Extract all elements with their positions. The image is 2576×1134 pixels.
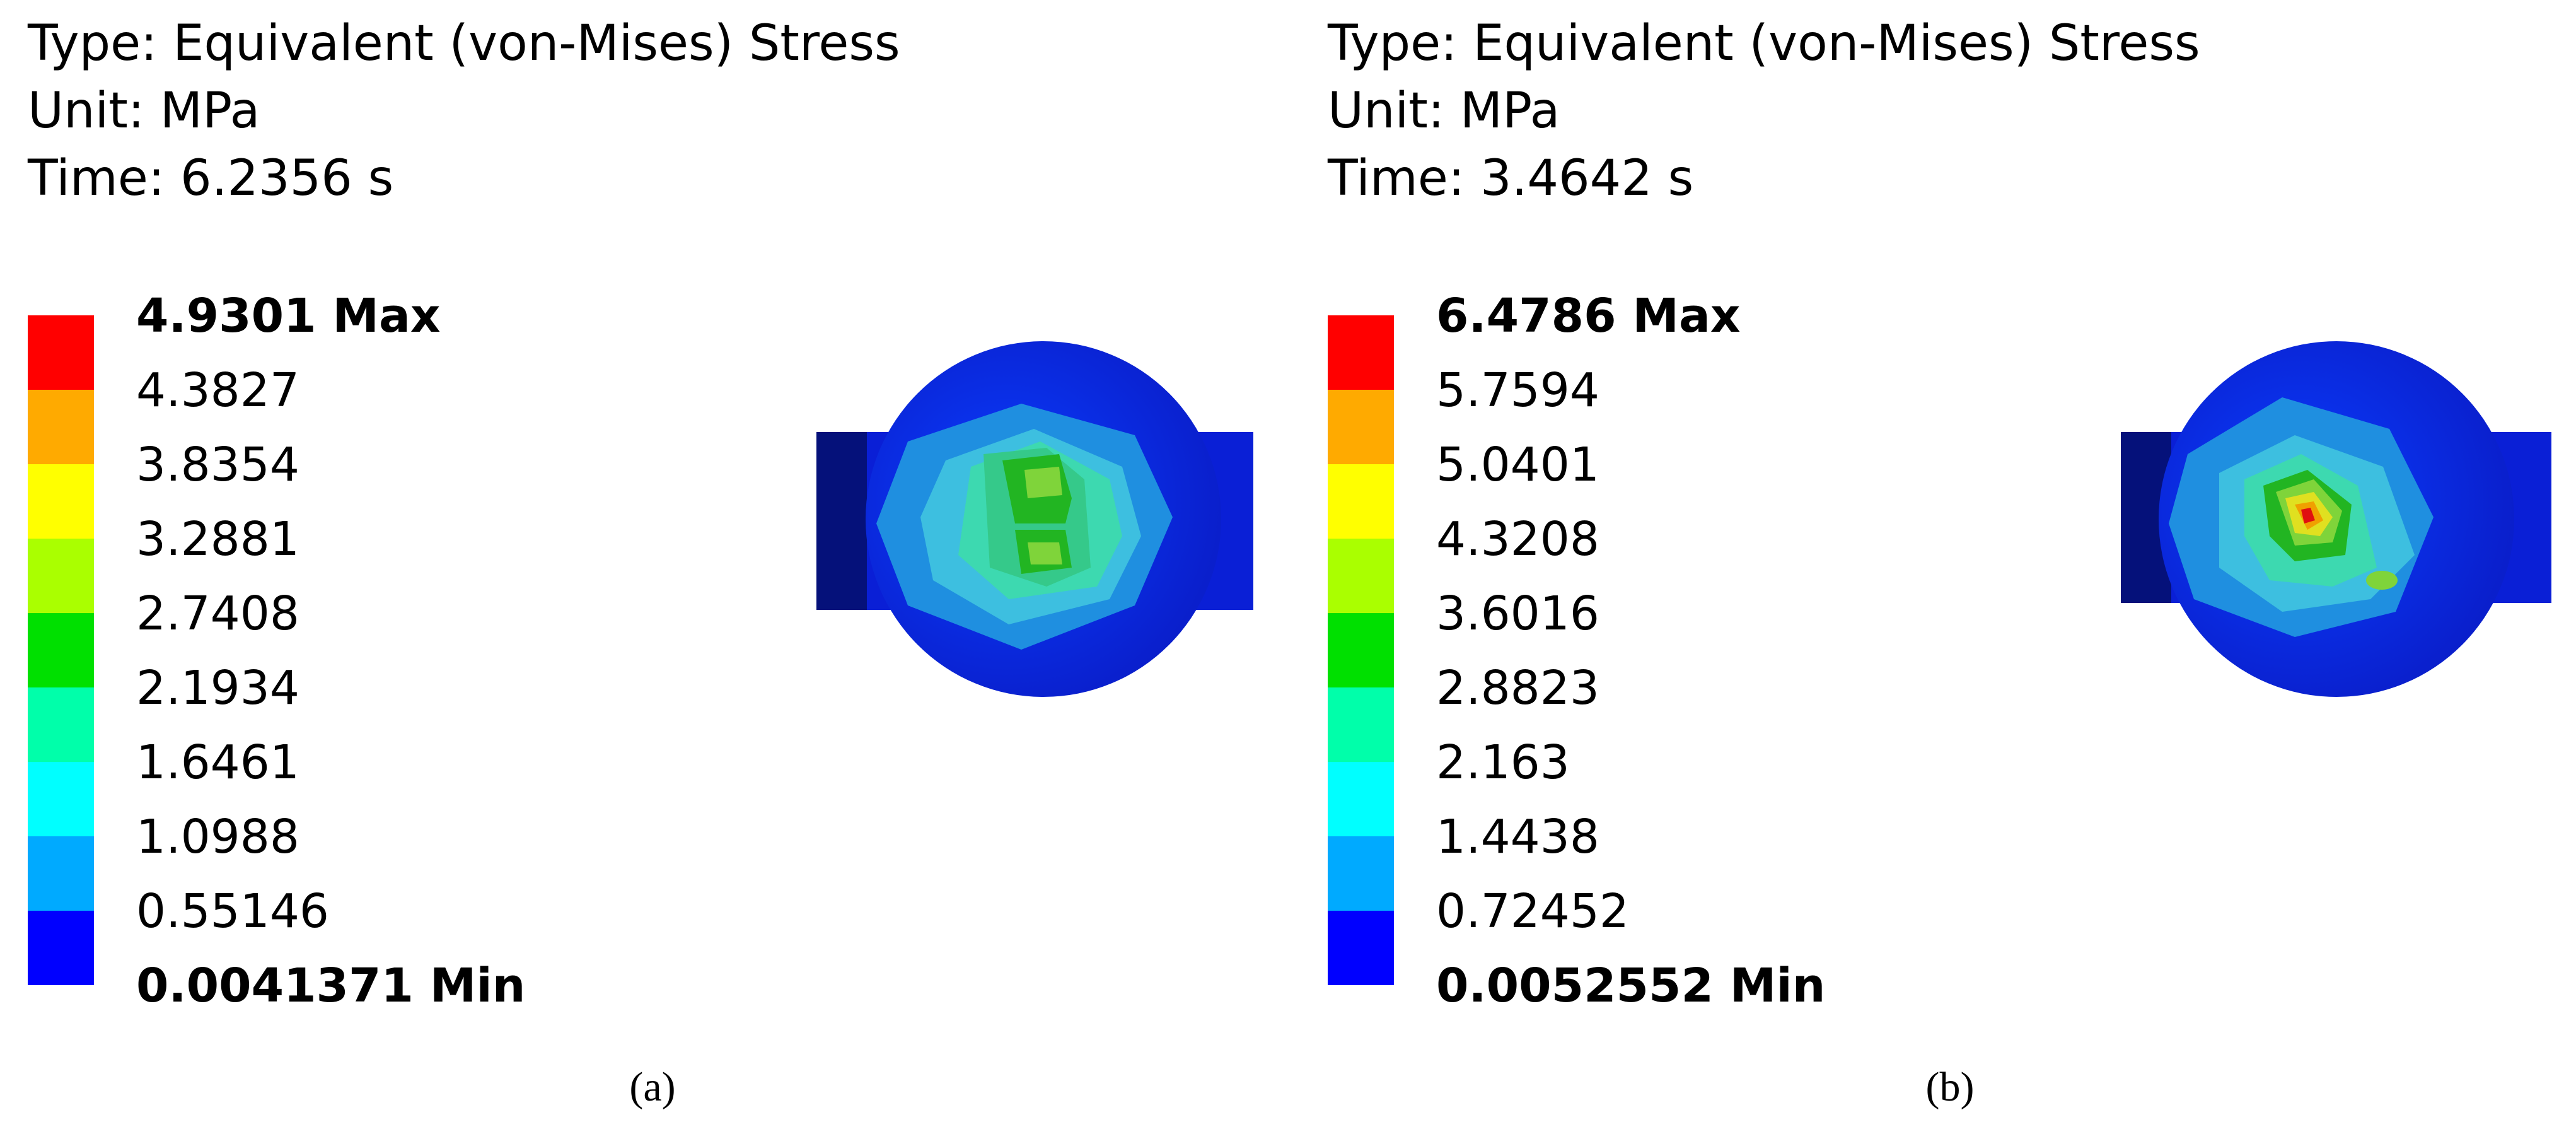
- legend-band: [28, 613, 94, 687]
- legend-label: 2.1934: [136, 661, 299, 715]
- legend-band: [28, 539, 94, 613]
- legend-band: [1328, 687, 1394, 762]
- legend-label: 3.6016: [1436, 587, 1599, 641]
- legend-label: 4.9301 Max: [136, 289, 441, 343]
- model-b: [2121, 341, 2551, 697]
- legend-label: 3.8354: [136, 438, 299, 492]
- legend-label: 5.7594: [1436, 363, 1599, 418]
- legend-label: 1.6461: [136, 735, 299, 790]
- model-a: [816, 341, 1253, 697]
- legend-band: [28, 687, 94, 762]
- legend-label: 5.0401: [1436, 438, 1599, 492]
- legend-band: [1328, 539, 1394, 613]
- legend-label: 6.4786 Max: [1436, 289, 1741, 343]
- header-line: Unit: MPa: [1328, 83, 1560, 139]
- header-line: Unit: MPa: [28, 83, 260, 139]
- legend-label: 0.55146: [136, 884, 329, 938]
- legend-label: 2.7408: [136, 587, 299, 641]
- legend-band: [28, 762, 94, 836]
- legend-label: 2.163: [1436, 735, 1570, 790]
- legend-label: 0.72452: [1436, 884, 1629, 938]
- header-line: Time: 3.4642 s: [1327, 150, 1693, 207]
- header-line: Type: Equivalent (von-Mises) Stress: [27, 15, 900, 72]
- legend-band: [28, 390, 94, 464]
- legend-band: [1328, 613, 1394, 687]
- caption: (a): [629, 1064, 675, 1110]
- legend-label: 0.0052552 Min: [1436, 959, 1825, 1013]
- legend-band: [1328, 911, 1394, 985]
- legend-band: [1328, 315, 1394, 390]
- legend-label: 1.4438: [1436, 810, 1599, 864]
- legend-band: [28, 464, 94, 539]
- header-line: Time: 6.2356 s: [27, 150, 393, 207]
- legend-band: [1328, 762, 1394, 836]
- header-line: Type: Equivalent (von-Mises) Stress: [1327, 15, 2200, 72]
- legend-label: 4.3827: [136, 363, 299, 418]
- legend-band: [1328, 836, 1394, 911]
- legend-label: 2.8823: [1436, 661, 1599, 715]
- legend-band: [1328, 390, 1394, 464]
- legend-label: 1.0988: [136, 810, 299, 864]
- legend-label: 4.3208: [1436, 512, 1599, 566]
- legend-band: [28, 911, 94, 985]
- legend-band: [28, 315, 94, 390]
- legend-label: 3.2881: [136, 512, 299, 566]
- caption: (b): [1926, 1064, 1975, 1110]
- legend-band: [28, 836, 94, 911]
- legend-band: [1328, 464, 1394, 539]
- legend-label: 0.0041371 Min: [136, 959, 525, 1013]
